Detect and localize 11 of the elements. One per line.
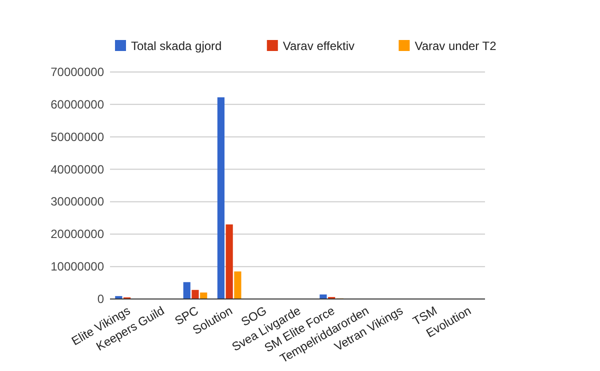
legend-label: Varav under T2 [414,39,497,53]
y-tick-label: 20000000 [50,227,104,242]
y-tick-label: 0 [97,292,104,306]
y-tick-label: 30000000 [50,194,104,209]
y-tick-label: 10000000 [50,260,104,274]
legend-label: Total skada gjord [131,39,222,53]
legend-label: Varav effektiv [282,39,354,53]
y-tick-label: 40000000 [50,162,104,176]
y-tick-label: 60000000 [50,97,104,112]
y-tick-label: 50000000 [50,130,104,144]
y-tick-label: 70000000 [50,65,104,79]
